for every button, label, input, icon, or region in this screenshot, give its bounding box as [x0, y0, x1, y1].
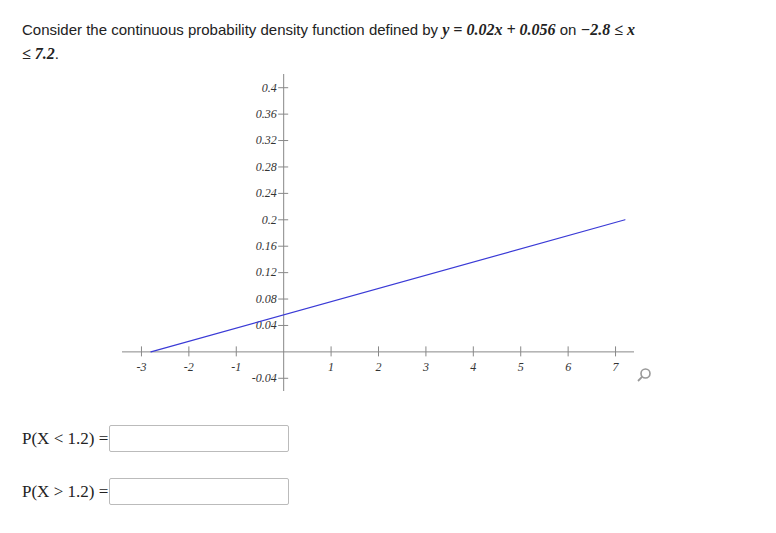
svg-text:7: 7	[613, 360, 620, 374]
svg-text:-3: -3	[136, 360, 146, 374]
svg-text:6: 6	[565, 360, 571, 374]
html-text:Consider the continuous probab: Consider the continuous probability dens…	[22, 21, 636, 62]
svg-text:0.08: 0.08	[256, 292, 277, 306]
svg-text:4: 4	[470, 360, 476, 374]
svg-text:0.04: 0.04	[256, 318, 277, 332]
svg-text:0.12: 0.12	[256, 265, 277, 279]
html-text:P(X < 1.2) =: P(X < 1.2) =	[22, 428, 109, 448]
svg-text:0.24: 0.24	[256, 186, 277, 200]
svg-text:-1: -1	[231, 360, 241, 374]
svg-text:-0.04: -0.04	[252, 371, 277, 385]
svg-text:1: 1	[328, 360, 334, 374]
html-text:P(X > 1.2) =: P(X > 1.2) =	[22, 481, 109, 501]
svg-text:0.32: 0.32	[256, 133, 277, 147]
svg-text:0.16: 0.16	[256, 239, 277, 253]
svg-text:0.36: 0.36	[256, 107, 277, 121]
svg-text:5: 5	[518, 360, 524, 374]
svg-text:2: 2	[376, 360, 382, 374]
svg-text:0.2: 0.2	[262, 213, 277, 227]
svg-text:0.4: 0.4	[262, 81, 277, 95]
svg-text:-2: -2	[184, 360, 194, 374]
svg-text:0.28: 0.28	[256, 160, 277, 174]
svg-text:3: 3	[422, 360, 429, 374]
